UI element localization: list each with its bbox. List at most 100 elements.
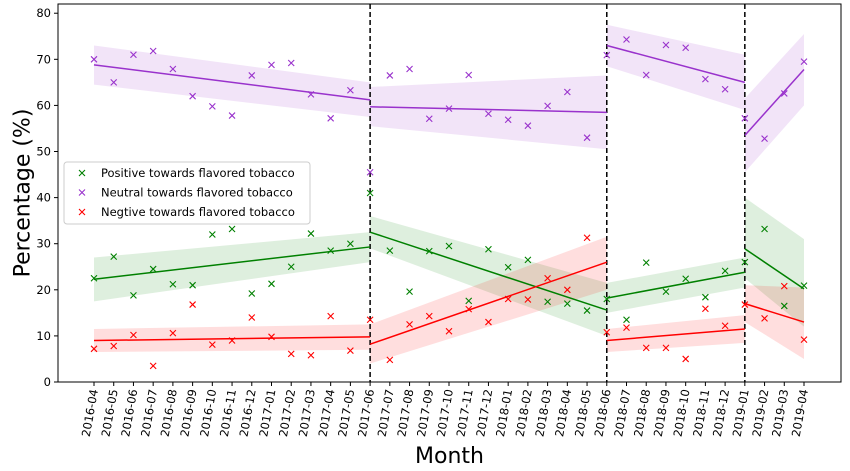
data-point-s0-22 <box>524 256 532 264</box>
confidence-bands <box>94 24 804 364</box>
x-tick-label-16: 2017-08 <box>394 388 416 438</box>
data-point-s1-31 <box>702 75 709 83</box>
data-point-s2-35 <box>780 282 788 290</box>
data-point-s0-5 <box>189 281 196 289</box>
data-point-s1-17 <box>425 115 433 123</box>
data-point-s0-7 <box>228 225 236 233</box>
data-point-s2-7 <box>228 337 236 344</box>
x-tick-label-24: 2018-04 <box>552 388 574 438</box>
data-point-s1-36 <box>800 58 808 66</box>
trend-line-s1-2 <box>606 44 746 84</box>
data-point-s1-20 <box>485 110 492 118</box>
data-point-s1-29 <box>662 41 670 49</box>
data-point-s0-26 <box>603 295 611 303</box>
data-point-s0-18 <box>445 242 453 250</box>
trend-line-s2-1 <box>369 261 608 345</box>
x-tick-label-15: 2017-07 <box>375 388 397 438</box>
data-point-s1-6 <box>208 102 216 110</box>
x-tick-label-18: 2017-10 <box>434 388 456 438</box>
data-point-s0-30 <box>682 275 690 283</box>
x-tick-label-34: 2019-02 <box>749 388 771 438</box>
data-point-s1-15 <box>386 72 394 79</box>
data-point-s0-0 <box>90 274 98 282</box>
data-point-s1-0 <box>90 55 98 63</box>
y-tick-label-5: 50 <box>36 145 51 159</box>
data-point-s1-13 <box>347 86 354 94</box>
ci-band-s1-0 <box>94 45 371 117</box>
data-point-s2-20 <box>485 318 492 326</box>
ci-band-s0-1 <box>370 216 607 336</box>
data-point-s1-32 <box>721 85 729 93</box>
x-tick-label-32: 2018-12 <box>710 388 732 438</box>
trend-line-s2-2 <box>606 328 745 342</box>
y-tick-label-3: 30 <box>36 237 51 251</box>
data-point-s0-13 <box>347 240 354 248</box>
data-point-s0-32 <box>721 267 729 275</box>
y-tick-label-8: 80 <box>36 6 51 20</box>
legend: Positive towards flavored tobacco Neutral… <box>63 161 311 225</box>
x-tick-label-7: 2016-11 <box>217 388 239 438</box>
data-point-s1-3 <box>149 47 157 55</box>
trend-line-s0-2 <box>606 271 745 299</box>
data-point-s1-22 <box>524 122 532 130</box>
data-point-s0-19 <box>465 297 473 305</box>
data-point-s2-26 <box>603 328 611 336</box>
x-tick-label-23: 2018-03 <box>532 388 554 438</box>
data-point-s2-5 <box>189 301 196 308</box>
y-tick-label-4: 40 <box>36 191 51 205</box>
ci-band-s2-3 <box>744 285 804 359</box>
data-point-s2-23 <box>544 274 551 282</box>
data-point-s1-35 <box>780 90 788 97</box>
data-point-s1-25 <box>583 134 591 142</box>
data-points <box>90 36 808 370</box>
x-tick-label-6: 2016-10 <box>197 388 219 438</box>
data-point-s0-17 <box>425 247 433 255</box>
legend-label-2: Negtive towards flavored tobacco <box>101 205 295 219</box>
data-point-s0-24 <box>563 300 571 308</box>
trend-line-s2-3 <box>744 302 805 323</box>
data-point-s2-18 <box>445 327 453 335</box>
data-point-s1-33 <box>741 114 749 122</box>
data-point-s0-12 <box>327 247 335 255</box>
data-point-s0-25 <box>583 307 591 314</box>
x-tick-label-35: 2019-03 <box>769 388 791 438</box>
data-point-s2-32 <box>721 322 729 330</box>
data-point-s2-25 <box>583 234 591 242</box>
x-tick-label-33: 2019-01 <box>730 388 752 438</box>
data-point-s1-18 <box>445 105 453 113</box>
data-point-s0-34 <box>761 225 768 233</box>
y-tick-label-1: 10 <box>36 329 51 343</box>
data-point-s1-10 <box>287 59 295 67</box>
x-axis-title: Month <box>415 444 484 469</box>
legend-marker-0 <box>78 169 86 177</box>
data-point-s2-2 <box>130 331 137 339</box>
trend-line-s0-1 <box>369 231 608 311</box>
data-point-s2-30 <box>682 355 690 363</box>
trend-line-s2-0 <box>93 336 371 342</box>
data-point-s1-16 <box>406 65 413 73</box>
data-point-s2-16 <box>406 320 413 328</box>
legend-label-1: Neutral towards flavored tobacco <box>101 186 293 200</box>
data-point-s2-0 <box>90 345 98 353</box>
data-point-s0-9 <box>268 280 275 288</box>
x-tick-label-8: 2016-12 <box>237 388 259 438</box>
x-tick-label-13: 2017-05 <box>335 388 357 438</box>
data-point-s2-14 <box>366 316 374 324</box>
data-point-s1-1 <box>110 78 118 86</box>
data-point-s2-15 <box>386 356 394 364</box>
x-tick-label-19: 2017-11 <box>454 388 476 438</box>
x-tick-label-22: 2018-02 <box>513 388 535 438</box>
data-point-s0-4 <box>169 280 177 288</box>
data-point-s1-21 <box>504 116 512 124</box>
data-point-s2-8 <box>248 314 256 321</box>
data-point-s0-2 <box>130 291 137 299</box>
data-point-s2-22 <box>524 296 532 303</box>
data-point-s0-31 <box>702 293 709 301</box>
ci-band-s2-2 <box>606 315 745 353</box>
data-point-s2-27 <box>623 324 630 331</box>
data-point-s0-15 <box>386 247 394 255</box>
trend-lines <box>93 44 805 345</box>
data-point-s2-34 <box>761 314 768 322</box>
x-tick-label-30: 2018-10 <box>670 388 692 438</box>
